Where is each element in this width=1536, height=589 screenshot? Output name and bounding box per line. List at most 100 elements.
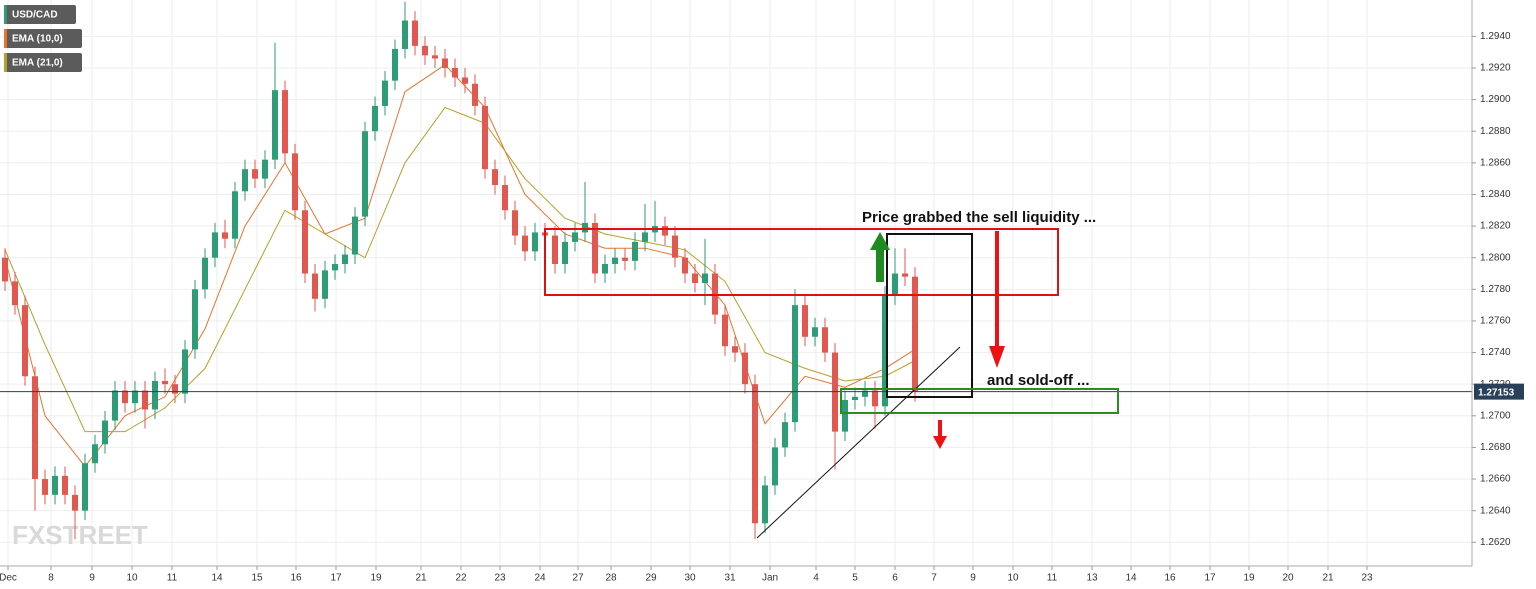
candle-body: [472, 83, 478, 106]
candle-body: [132, 390, 138, 404]
candle-body: [872, 390, 878, 407]
candle-body: [582, 222, 588, 233]
candle-body: [732, 346, 738, 353]
annotation: and sold-off ...: [987, 372, 1090, 389]
candle-body: [282, 90, 288, 154]
candle-body: [602, 264, 608, 274]
candle-body: [72, 494, 78, 511]
y-tick-label: 1.2760: [1480, 316, 1511, 327]
candle-body: [172, 384, 178, 394]
candle-body: [302, 210, 308, 274]
candle-body: [252, 169, 258, 179]
x-tick-label: 16: [1164, 573, 1176, 584]
candle-body: [152, 381, 158, 410]
demand-box: [840, 388, 1119, 414]
legend-label: EMA (10,0): [12, 34, 63, 45]
candle-body: [612, 257, 618, 265]
legend-box: [4, 29, 82, 48]
supply-box: [544, 228, 1059, 296]
x-tick-label: 19: [1243, 573, 1255, 584]
x-tick-label: 19: [370, 573, 382, 584]
candle-body: [332, 264, 338, 271]
x-tick-label: 31: [724, 573, 736, 584]
candle-body: [802, 305, 808, 337]
x-tick-label: Jan: [762, 573, 778, 584]
candle-body: [142, 390, 148, 410]
candle-body: [892, 273, 898, 296]
y-tick-label: 1.2940: [1480, 31, 1511, 42]
x-tick-label: 13: [1086, 573, 1098, 584]
candle-body: [2, 257, 8, 282]
candle-body: [532, 232, 538, 252]
candle-body: [642, 232, 648, 242]
x-tick-label: 10: [126, 573, 138, 584]
candle-body: [862, 390, 868, 397]
candle-body: [292, 153, 298, 211]
x-tick-label: 21: [1322, 573, 1334, 584]
x-tick-label: 17: [1204, 573, 1216, 584]
watermark: FXSTREET: [12, 520, 148, 550]
candle-body: [222, 232, 228, 239]
candle-body: [662, 226, 668, 236]
x-tick-label: 27: [572, 573, 584, 584]
candle-body: [692, 273, 698, 283]
candle-body: [42, 479, 48, 495]
candle-body: [402, 20, 408, 50]
x-tick-label: 6: [892, 573, 898, 584]
y-tick-label: 1.2780: [1480, 284, 1511, 295]
y-tick-label: 1.2660: [1480, 474, 1511, 485]
candle-body: [432, 55, 438, 59]
y-tick-label: 1.2800: [1480, 252, 1511, 263]
candle-body: [422, 45, 428, 56]
x-tick-label: 24: [534, 573, 546, 584]
candle-body: [32, 376, 38, 480]
y-tick-label: 1.2640: [1480, 505, 1511, 516]
candle-body: [792, 305, 798, 423]
candle-body: [452, 67, 458, 78]
focus-box: [886, 233, 973, 398]
candle-body: [182, 349, 188, 394]
candle-body: [722, 314, 728, 347]
candle-body: [192, 289, 198, 350]
candle-body: [232, 191, 238, 239]
last-price-box: [1474, 383, 1524, 400]
candle-body: [782, 422, 788, 448]
candle-body: [522, 235, 528, 252]
legend-swatch: [4, 5, 7, 24]
x-tick-label: 8: [48, 573, 54, 584]
candle-body: [82, 463, 88, 511]
x-tick-label: 23: [494, 573, 506, 584]
annotation: Price grabbed the sell liquidity ...: [862, 209, 1096, 226]
candle-body: [622, 257, 628, 261]
candle-body: [552, 235, 558, 265]
small-down-arrow-head: [933, 436, 947, 449]
plot-background: [0, 0, 1472, 566]
trend-line: [756, 346, 961, 539]
x-tick-label: 30: [684, 573, 696, 584]
candle-body: [92, 444, 98, 464]
down-arrow-head: [989, 346, 1005, 368]
candle-body: [742, 352, 748, 385]
x-tick-label: 10: [1007, 573, 1019, 584]
legend-box: [4, 53, 82, 72]
candle-body: [392, 49, 398, 81]
x-tick-label: 11: [1047, 573, 1058, 584]
x-tick-label: 5: [852, 573, 858, 584]
candle-body: [322, 270, 328, 299]
candle-body: [852, 396, 858, 400]
candle-body: [362, 131, 368, 217]
y-tick-label: 1.2700: [1480, 410, 1511, 421]
candle-body: [462, 77, 468, 84]
y-tick-label: 1.2740: [1480, 347, 1511, 358]
grid: [0, 0, 1472, 566]
candle-body: [672, 235, 678, 258]
y-tick-label: 1.2840: [1480, 189, 1511, 200]
legend: USD/CAD EMA (10,0) EMA (21,0): [4, 5, 82, 72]
candle-body: [412, 20, 418, 46]
x-tick-label: Dec: [0, 573, 17, 584]
x-tick-label: 20: [1282, 573, 1294, 584]
candle-body: [882, 295, 888, 407]
candle-body: [442, 58, 448, 68]
x-tick-label: 29: [645, 573, 657, 584]
